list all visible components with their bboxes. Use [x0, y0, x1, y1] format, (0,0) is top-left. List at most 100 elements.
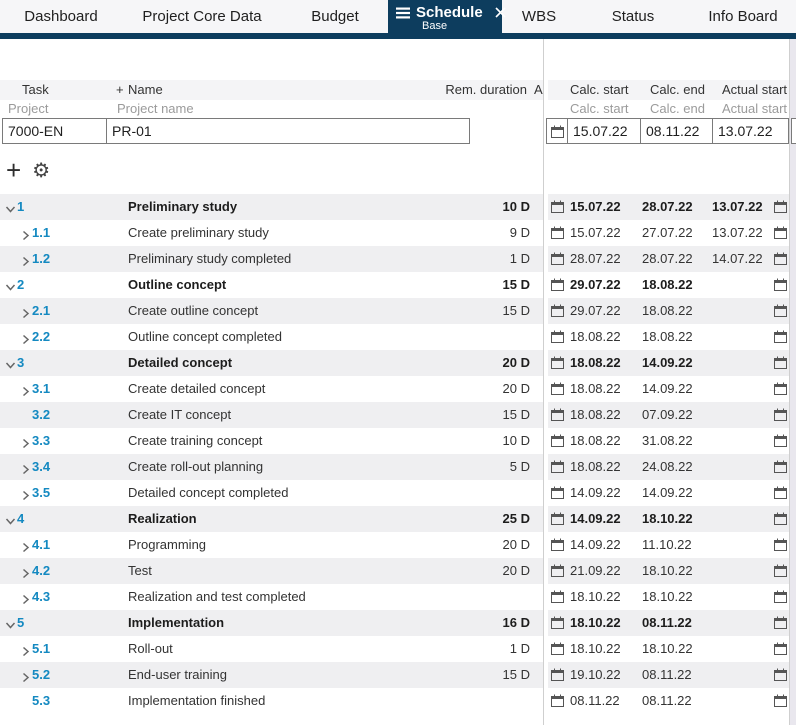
- calc-start-cell[interactable]: 18.10.22: [570, 641, 621, 656]
- close-icon[interactable]: [495, 7, 506, 18]
- calc-end-cell[interactable]: 28.07.22: [642, 199, 693, 214]
- calc-start-cell[interactable]: 08.11.22: [570, 693, 620, 708]
- calc-start-cell[interactable]: 21.09.22: [570, 563, 621, 578]
- tab-budget[interactable]: Budget: [282, 0, 388, 33]
- tab-status[interactable]: Status: [576, 0, 690, 33]
- task-row[interactable]: 2 Outline concept 15 D: [0, 272, 543, 298]
- task-row[interactable]: 3.4 Create roll-out planning 5 D: [0, 454, 543, 480]
- chevron-right-icon[interactable]: [20, 644, 31, 662]
- chevron-right-icon[interactable]: [20, 592, 31, 610]
- task-row[interactable]: 1 Preliminary study 10 D: [0, 194, 543, 220]
- calendar-icon[interactable]: [551, 564, 564, 577]
- calendar-icon[interactable]: [774, 486, 787, 499]
- calc-end-cell[interactable]: 18.08.22: [642, 277, 693, 292]
- calc-end-cell[interactable]: 31.08.22: [642, 433, 693, 448]
- task-dates-row[interactable]: 14.09.22 14.09.22: [548, 480, 789, 506]
- task-rem-duration[interactable]: 9 D: [509, 225, 530, 240]
- task-name[interactable]: Outline concept: [128, 277, 227, 292]
- calendar-icon[interactable]: [774, 330, 787, 343]
- calc-start-cell[interactable]: 19.10.22: [570, 667, 621, 682]
- calendar-icon[interactable]: [774, 642, 787, 655]
- calc-end-cell[interactable]: 18.08.22: [642, 329, 693, 344]
- calendar-icon[interactable]: [774, 460, 787, 473]
- calendar-icon[interactable]: [551, 252, 564, 265]
- calc-end-cell[interactable]: 07.09.22: [642, 407, 693, 422]
- actual-start-cell[interactable]: 13.07.22: [712, 199, 763, 214]
- calendar-icon[interactable]: [551, 616, 564, 629]
- task-rem-duration[interactable]: 1 D: [509, 641, 530, 656]
- task-row[interactable]: 2.2 Outline concept completed: [0, 324, 543, 350]
- task-dates-row[interactable]: 14.09.22 18.10.22: [548, 506, 789, 532]
- calendar-icon[interactable]: [774, 694, 787, 707]
- calc-start-cell[interactable]: 18.08.22: [570, 329, 621, 344]
- task-dates-row[interactable]: 08.11.22 08.11.22: [548, 688, 789, 714]
- task-name[interactable]: Detailed concept: [128, 355, 233, 370]
- calendar-icon[interactable]: [774, 356, 787, 369]
- task-row[interactable]: 4.2 Test 20 D: [0, 558, 543, 584]
- project-calc-end-input[interactable]: [641, 119, 712, 143]
- calendar-icon[interactable]: [551, 694, 564, 707]
- task-row[interactable]: 5.3 Implementation finished: [0, 688, 543, 714]
- task-dates-row[interactable]: 21.09.22 18.10.22: [548, 558, 789, 584]
- calc-end-cell[interactable]: 28.07.22: [642, 251, 693, 266]
- task-row[interactable]: 3.2 Create IT concept 15 D: [0, 402, 543, 428]
- chevron-down-icon[interactable]: [5, 514, 16, 532]
- calc-start-cell[interactable]: 15.07.22: [570, 199, 621, 214]
- calendar-icon[interactable]: [551, 278, 564, 291]
- task-row[interactable]: 5 Implementation 16 D: [0, 610, 543, 636]
- task-dates-row[interactable]: 18.08.22 14.09.22: [548, 376, 789, 402]
- actual-start-cell[interactable]: 14.07.22: [712, 251, 763, 266]
- project-calc-start-input[interactable]: [568, 119, 640, 143]
- calc-start-cell[interactable]: 28.07.22: [570, 251, 621, 266]
- hamburger-menu-icon[interactable]: [396, 7, 410, 19]
- chevron-right-icon[interactable]: [20, 332, 31, 350]
- task-name[interactable]: End-user training: [128, 667, 227, 682]
- task-name[interactable]: Preliminary study: [128, 199, 238, 214]
- task-rem-duration[interactable]: 1 D: [509, 251, 530, 266]
- tab-dashboard[interactable]: Dashboard: [0, 0, 122, 33]
- task-dates-row[interactable]: 28.07.22 28.07.22 14.07.22: [548, 246, 789, 272]
- task-name[interactable]: Test: [128, 563, 152, 578]
- chevron-down-icon[interactable]: [5, 280, 16, 298]
- task-dates-row[interactable]: 14.09.22 11.10.22: [548, 532, 789, 558]
- task-rem-duration[interactable]: 10 D: [502, 433, 530, 448]
- vertical-scrollbar[interactable]: [790, 39, 796, 725]
- task-dates-row[interactable]: 18.10.22 18.10.22: [548, 636, 789, 662]
- task-row[interactable]: 5.1 Roll-out 1 D: [0, 636, 543, 662]
- calendar-icon[interactable]: [774, 382, 787, 395]
- calc-end-cell[interactable]: 24.08.22: [642, 459, 693, 474]
- calendar-icon[interactable]: [551, 668, 564, 681]
- calc-end-cell[interactable]: 18.10.22: [642, 589, 693, 604]
- task-rem-duration[interactable]: 15 D: [502, 667, 530, 682]
- task-rem-duration[interactable]: 20 D: [502, 537, 530, 552]
- task-dates-row[interactable]: 29.07.22 18.08.22: [548, 272, 789, 298]
- task-row[interactable]: 4 Realization 25 D: [0, 506, 543, 532]
- gear-icon[interactable]: ⚙: [32, 158, 51, 182]
- calc-end-cell[interactable]: 08.11.22: [642, 693, 692, 708]
- calendar-icon[interactable]: [551, 642, 564, 655]
- calc-start-cell[interactable]: 18.10.22: [570, 615, 621, 630]
- task-dates-row[interactable]: 18.08.22 14.09.22: [548, 350, 789, 376]
- actual-start-cell[interactable]: 13.07.22: [712, 225, 763, 240]
- task-row[interactable]: 1.1 Create preliminary study 9 D: [0, 220, 543, 246]
- chevron-right-icon[interactable]: [20, 384, 31, 402]
- calc-end-cell[interactable]: 14.09.22: [642, 485, 693, 500]
- task-dates-row[interactable]: 18.10.22 08.11.22: [548, 610, 789, 636]
- calc-start-cell[interactable]: 14.09.22: [570, 511, 621, 526]
- calendar-icon[interactable]: [551, 434, 564, 447]
- calendar-icon[interactable]: [551, 200, 564, 213]
- task-rem-duration[interactable]: 20 D: [502, 355, 530, 370]
- task-dates-row[interactable]: 18.08.22 31.08.22: [548, 428, 789, 454]
- task-dates-row[interactable]: 15.07.22 28.07.22 13.07.22: [548, 194, 789, 220]
- task-name[interactable]: Implementation finished: [128, 693, 266, 708]
- chevron-right-icon[interactable]: [20, 566, 31, 584]
- task-name[interactable]: Realization and test completed: [128, 589, 306, 604]
- project-actual-start-input[interactable]: [713, 119, 788, 143]
- project-id-input[interactable]: [3, 119, 107, 143]
- task-rem-duration[interactable]: 15 D: [502, 407, 530, 422]
- chevron-right-icon[interactable]: [20, 306, 31, 324]
- calc-end-cell[interactable]: 18.10.22: [642, 641, 693, 656]
- chevron-down-icon[interactable]: [5, 618, 16, 636]
- task-dates-row[interactable]: 15.07.22 27.07.22 13.07.22: [548, 220, 789, 246]
- task-name[interactable]: Create training concept: [128, 433, 263, 448]
